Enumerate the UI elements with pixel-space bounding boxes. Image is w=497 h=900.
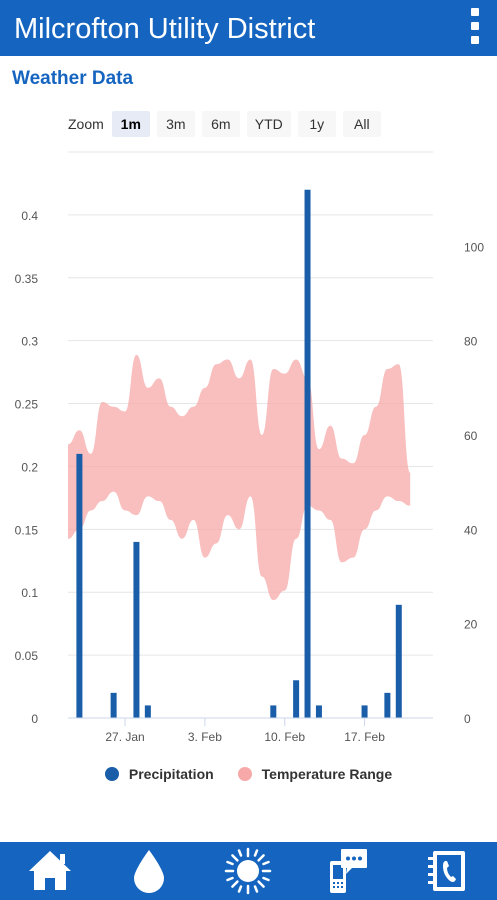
legend-item-precipitation[interactable]: Precipitation xyxy=(104,766,214,782)
sun-icon xyxy=(225,847,272,895)
nav-contacts[interactable] xyxy=(417,842,477,900)
y-left-tick-label: 0.35 xyxy=(15,272,39,286)
legend-label-temperature: Temperature Range xyxy=(261,766,393,782)
page-title: Weather Data xyxy=(12,68,134,89)
y-left-tick-label: 0.4 xyxy=(21,209,38,223)
chart-legend: Precipitation Temperature Range xyxy=(0,762,497,786)
precipitation-bar xyxy=(384,692,391,718)
zoom-button-1y[interactable]: 1y xyxy=(297,111,336,137)
mobile-chat-icon xyxy=(329,849,367,893)
precipitation-bar xyxy=(76,453,83,718)
y-right-tick-label: 40 xyxy=(464,523,478,537)
precipitation-bar xyxy=(270,705,277,718)
bottom-nav xyxy=(0,842,497,900)
overflow-menu-icon[interactable] xyxy=(467,6,483,46)
x-tick-label: 27. Jan xyxy=(105,730,144,744)
y-right-tick-label: 60 xyxy=(464,429,478,443)
nav-home[interactable] xyxy=(20,842,80,900)
contact-book-icon xyxy=(428,851,466,891)
precipitation-bar xyxy=(361,705,368,718)
temperature-range-area xyxy=(68,354,411,601)
x-tick-label: 17. Feb xyxy=(344,730,385,744)
y-right-tick-label: 80 xyxy=(464,335,478,349)
y-left-tick-label: 0.15 xyxy=(15,523,39,537)
y-left-tick-label: 0.25 xyxy=(15,398,39,412)
y-left-tick-label: 0.1 xyxy=(21,586,38,600)
precipitation-bar xyxy=(133,541,140,718)
app-title: Milcrofton Utility District xyxy=(14,13,316,45)
x-tick-label: 3. Feb xyxy=(188,730,222,744)
precipitation-bar xyxy=(315,705,322,718)
zoom-button-3m[interactable]: 3m xyxy=(156,111,195,137)
y-right-tick-label: 20 xyxy=(464,618,478,632)
y-left-tick-label: 0.05 xyxy=(15,649,39,663)
precipitation-bar xyxy=(293,680,300,718)
app-header: Milcrofton Utility District xyxy=(0,0,497,56)
weather-chart: 0 0.05 0.1 0.15 0.2 0.25 0.3 0.35 0.4 0 20 40 60 80 10… xyxy=(15,151,484,744)
y-right-tick-label: 0 xyxy=(464,712,471,726)
zoom-button-ytd[interactable]: YTD xyxy=(246,111,291,137)
precipitation-bar xyxy=(304,189,311,718)
y-right-tick-label: 100 xyxy=(464,240,484,254)
water-drop-icon xyxy=(134,850,165,893)
zoom-label: Zoom xyxy=(68,116,104,132)
precipitation-swatch xyxy=(104,767,119,781)
nav-messages[interactable] xyxy=(318,842,378,900)
y-left-tick-label: 0.3 xyxy=(21,335,38,349)
precipitation-bar xyxy=(395,604,402,718)
legend-label-precipitation: Precipitation xyxy=(128,766,214,782)
nav-water[interactable] xyxy=(119,842,179,900)
precipitation-bar xyxy=(144,705,151,718)
x-tick-label: 10. Feb xyxy=(264,730,305,744)
zoom-button-1m[interactable]: 1m xyxy=(111,111,150,137)
temperature-swatch xyxy=(237,767,252,781)
nav-weather[interactable] xyxy=(218,842,278,900)
precipitation-bar xyxy=(110,692,117,718)
zoom-button-6m[interactable]: 6m xyxy=(201,111,240,137)
zoom-button-all[interactable]: All xyxy=(342,111,381,137)
y-left-tick-label: 0 xyxy=(31,712,38,726)
legend-item-temperature[interactable]: Temperature Range xyxy=(237,766,393,782)
zoom-selector: Zoom 1m 3m 6m YTD 1y All xyxy=(68,111,388,137)
home-icon xyxy=(28,851,71,890)
y-left-tick-label: 0.2 xyxy=(21,460,38,474)
